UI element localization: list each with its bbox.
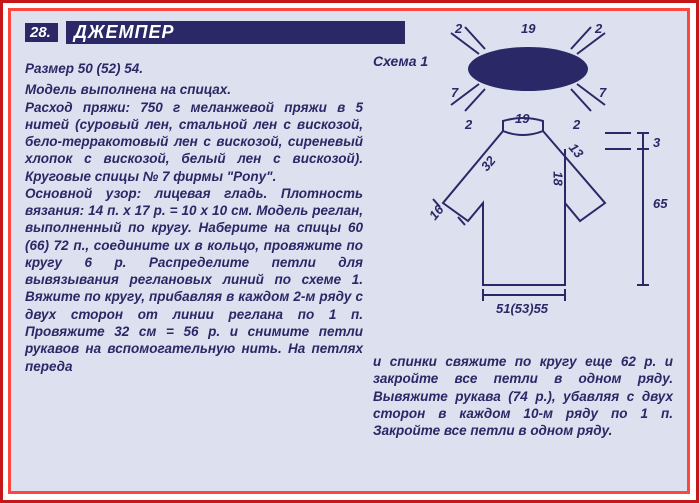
- pattern-number-badge: 28.: [25, 23, 58, 42]
- instructions-right: и спинки свяжите по кругу еще 62 р. и за…: [373, 353, 673, 439]
- sw-right3: 3: [653, 135, 660, 150]
- sw-bottom: 51(53)55: [496, 301, 548, 316]
- pattern-title: ДЖЕМПЕР: [66, 21, 405, 44]
- size-line: Размер 50 (52) 54.: [25, 60, 363, 77]
- oval-num-tm: 19: [521, 21, 535, 36]
- instructions-left: Модель выполнена на спицах. Расход пряжи…: [25, 81, 363, 375]
- oval-num-br: 7: [599, 85, 606, 100]
- left-column: Размер 50 (52) 54. Модель выполнена на с…: [25, 52, 363, 375]
- sw-neck19: 19: [515, 111, 529, 126]
- sweater-schematic: [373, 113, 673, 313]
- sw-right2: 2: [573, 117, 580, 132]
- sw-arm18: 18: [551, 171, 566, 185]
- oval-num-tl: 2: [455, 21, 462, 36]
- sw-h65: 65: [653, 196, 667, 211]
- sw-left2: 2: [465, 117, 472, 132]
- oval-num-tr: 2: [595, 21, 602, 36]
- diagram-area: Схема 1 2 19 2 7 7: [373, 21, 673, 301]
- oval-num-bl: 7: [451, 85, 458, 100]
